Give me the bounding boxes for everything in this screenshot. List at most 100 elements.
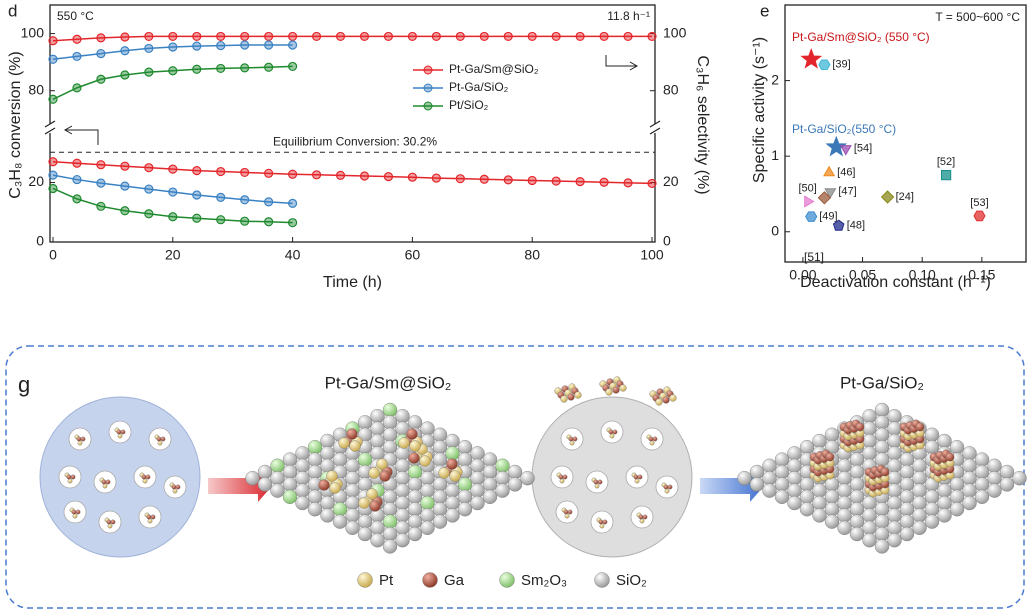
support-atom	[445, 483, 460, 498]
pore-particle	[110, 519, 116, 525]
pore-particle	[608, 429, 614, 435]
support-atom	[862, 520, 877, 535]
support-atom	[962, 458, 977, 473]
support-atom	[787, 458, 802, 473]
metal-cluster	[398, 437, 410, 449]
pore-particle	[142, 478, 148, 484]
y-axis-label: Specific activity (s⁻¹)	[751, 37, 768, 183]
support-atom	[874, 402, 890, 418]
pore-particle	[147, 518, 153, 524]
metal-cluster	[329, 482, 341, 494]
data-point	[168, 187, 178, 197]
pore-particle	[594, 483, 600, 489]
point-label: [50]	[798, 182, 816, 194]
data-point	[240, 216, 250, 226]
support-atom	[382, 539, 398, 554]
pore-particle	[101, 479, 107, 485]
support-atom	[295, 471, 310, 486]
support-atom	[370, 433, 385, 449]
metal-cluster	[376, 458, 388, 470]
y2-tick-label: 100	[663, 24, 687, 40]
series-line	[52, 187, 293, 224]
data-point	[431, 173, 441, 183]
support-atom	[824, 427, 840, 442]
pore-particle	[67, 478, 73, 484]
support-atom	[887, 421, 902, 436]
support-atom	[395, 533, 410, 548]
data-point	[287, 198, 298, 208]
support-atom	[432, 427, 448, 442]
support-atom	[357, 415, 373, 430]
plot-frame	[49, 4, 656, 243]
data-point	[240, 31, 250, 42]
pore-particle	[562, 474, 568, 480]
pore-particle	[563, 509, 569, 515]
point-label: [52]	[937, 156, 955, 168]
support-atom	[924, 440, 940, 455]
support-atom	[862, 433, 877, 449]
metal-cluster	[449, 470, 461, 482]
pore-particle	[107, 523, 113, 529]
support-atom	[899, 489, 915, 504]
support-atom	[899, 502, 915, 517]
metal-cluster	[915, 422, 925, 432]
support-atom	[812, 483, 827, 498]
data-point	[359, 31, 370, 42]
support-atom	[962, 495, 977, 511]
axis-break-mark	[649, 127, 661, 135]
metal-cluster	[855, 422, 865, 432]
metal-cluster	[945, 452, 955, 462]
support-atom	[887, 483, 902, 498]
support-atom	[912, 483, 927, 498]
point-label: [24]	[896, 191, 914, 203]
surface-cluster	[662, 396, 670, 404]
pore-particle	[80, 436, 86, 442]
data-point	[264, 168, 274, 178]
support-atom	[257, 477, 273, 492]
support-atom	[749, 464, 765, 480]
data-point	[264, 197, 274, 207]
metal-cluster	[326, 470, 338, 482]
support-atom	[407, 502, 423, 517]
data-point	[973, 210, 986, 222]
data-point	[287, 61, 298, 72]
pore-particle	[667, 484, 673, 490]
point-label: [48]	[847, 220, 865, 232]
support-atom	[470, 458, 485, 473]
support-atom	[849, 452, 865, 467]
support-atom	[495, 483, 510, 498]
support-atom	[949, 477, 965, 492]
surface-cluster	[612, 386, 620, 394]
metal-cluster	[446, 458, 458, 470]
support-atom	[495, 458, 510, 473]
data-point	[240, 167, 250, 178]
support-atom	[999, 477, 1015, 492]
data-point	[805, 211, 818, 222]
support-atom	[887, 433, 902, 449]
support-atom	[887, 508, 902, 523]
support-atom	[482, 489, 498, 504]
support-atom	[824, 502, 840, 517]
support-atom	[874, 539, 890, 554]
pore-particle	[66, 474, 72, 480]
data-point	[48, 94, 58, 104]
data-point	[479, 31, 489, 42]
data-point	[168, 42, 178, 52]
support-atom	[470, 495, 485, 511]
support-atom	[787, 495, 802, 511]
support-atom	[307, 502, 323, 517]
data-point	[168, 31, 178, 42]
support-atom	[345, 458, 360, 473]
x-axis-label: Time (h)	[323, 274, 382, 291]
support-atom	[899, 526, 915, 542]
support-atom	[320, 508, 335, 523]
support-atom	[812, 495, 827, 511]
support-atom	[295, 446, 310, 461]
pore-particle	[663, 484, 669, 490]
support-atom	[974, 452, 990, 467]
support-atom	[887, 533, 902, 548]
point-label: [54]	[854, 143, 872, 155]
support-atom	[357, 526, 373, 542]
support-atom	[899, 452, 915, 467]
